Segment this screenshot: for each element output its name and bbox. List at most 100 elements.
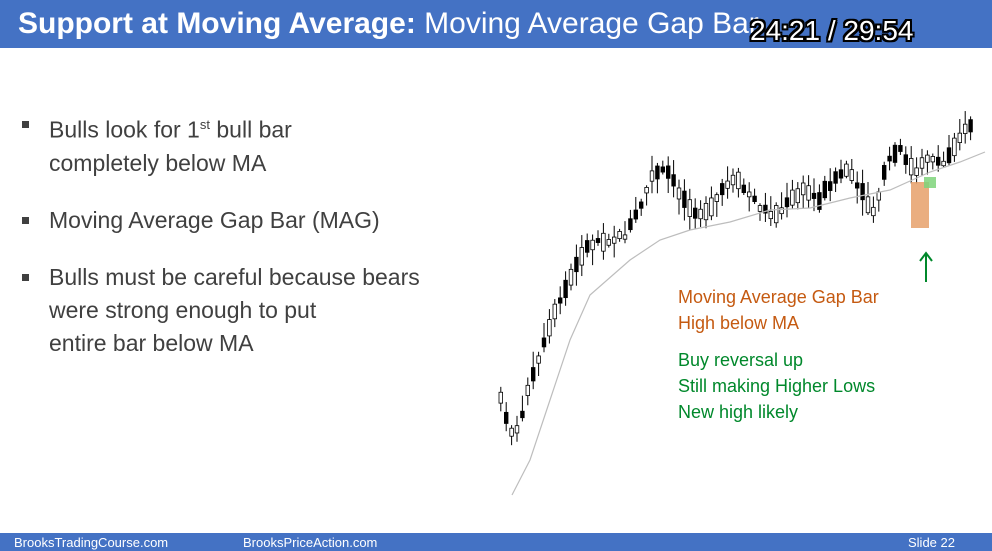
candle-body — [514, 425, 520, 434]
bullet-item-3: Bulls must be careful because bears were… — [20, 261, 480, 360]
annotation-line: Still making Higher Lows — [678, 376, 876, 396]
candle-body — [649, 170, 655, 182]
candle-body — [903, 154, 908, 165]
candle-body — [881, 165, 887, 180]
bullet-text: Moving Average Gap Bar (MAG) — [49, 206, 380, 233]
candle-body — [968, 119, 973, 133]
candle-body — [790, 189, 795, 206]
annotation-line: High below MA — [678, 313, 800, 333]
mag-bar-highlight — [911, 182, 929, 228]
candle-body — [817, 192, 822, 210]
bullet-text: bull bar — [209, 116, 292, 143]
candle-body — [547, 319, 552, 337]
candle-body — [541, 337, 547, 348]
candle-body — [725, 180, 730, 189]
candle-body — [871, 206, 876, 217]
candle-body — [811, 192, 817, 199]
candle-body — [952, 137, 957, 157]
price-chart — [498, 111, 986, 496]
candle-body — [908, 158, 914, 176]
candle-body — [574, 256, 579, 273]
moving-average-line — [511, 151, 986, 496]
candle-body — [687, 199, 692, 217]
candle-body — [644, 187, 649, 194]
slide-title: Support at Moving Average: Moving Averag… — [18, 6, 759, 42]
candle-body — [552, 303, 557, 320]
buy-annotation: Buy reversal up Still making Higher Lows… — [678, 347, 875, 425]
candle-body — [887, 155, 892, 162]
title-bar: Support at Moving Average: Moving Averag… — [0, 0, 992, 48]
candle-body — [660, 166, 665, 173]
bullet-square-icon — [22, 273, 29, 281]
candle-body — [898, 145, 903, 152]
candle-body — [585, 240, 590, 253]
candle-body — [741, 184, 746, 194]
candle-body — [503, 411, 509, 424]
footer-site-1: BrooksTradingCourse.com — [14, 535, 169, 550]
bullet-item-2: Moving Average Gap Bar (MAG) — [20, 204, 480, 237]
candle-body — [531, 367, 536, 382]
candle-body — [628, 218, 633, 231]
footer-bar: BrooksTradingCourse.com BrooksPriceActio… — [0, 533, 992, 551]
candle-body — [579, 247, 584, 266]
candle-body — [833, 171, 838, 184]
candle-body — [714, 194, 719, 202]
bullet-list: Bulls look for 1st bull bar completely b… — [20, 108, 480, 384]
candle-body — [957, 132, 962, 143]
candle-body — [930, 156, 935, 163]
candle-body — [946, 147, 952, 164]
candle-body — [606, 239, 611, 246]
candle-body — [509, 427, 514, 437]
footer-site-2: BrooksPriceAction.com — [243, 535, 378, 550]
candle-body — [638, 201, 644, 209]
candle-body — [525, 384, 530, 396]
candle-body — [612, 236, 617, 244]
candle-body — [838, 169, 844, 179]
bullet-text: Bulls must be careful because bears — [49, 263, 420, 290]
candle-body — [962, 123, 968, 134]
candle-body — [892, 144, 898, 163]
candlestick-group — [498, 111, 973, 446]
candle-body — [633, 209, 638, 220]
candle-body — [919, 157, 925, 169]
candle-body — [752, 195, 757, 202]
candle-body — [757, 205, 763, 212]
bullet-text: entire bar below MA — [49, 329, 254, 356]
candle-body — [865, 196, 871, 214]
candle-body — [736, 171, 741, 190]
slide-title-subtitle: Moving Average Gap Bar — [424, 7, 759, 40]
candle-body — [563, 279, 568, 299]
candle-body — [844, 163, 849, 177]
candle-body — [746, 191, 752, 198]
candle-body — [601, 232, 606, 252]
candle-body — [730, 174, 736, 186]
bullet-superscript: st — [199, 117, 210, 132]
candle-body — [709, 197, 714, 217]
candle-body — [854, 182, 860, 189]
candle-body — [784, 197, 790, 208]
candle-body — [827, 181, 833, 191]
candle-body — [914, 167, 919, 176]
candle-body — [622, 234, 628, 240]
candle-body — [536, 355, 541, 364]
candle-body — [763, 204, 768, 214]
bullet-item-1: Bulls look for 1st bull bar completely b… — [20, 108, 480, 180]
candle-body — [703, 202, 709, 221]
annotation-line: New high likely — [678, 402, 799, 422]
candle-body — [498, 391, 503, 404]
candle-body — [925, 154, 930, 163]
candle-body — [682, 190, 687, 208]
bullet-text: completely below MA — [49, 149, 267, 176]
candle-body — [876, 191, 881, 201]
candle-body — [822, 180, 827, 199]
candle-body — [719, 183, 725, 196]
candle-body — [800, 182, 806, 196]
bullet-text: were strong enough to put — [49, 296, 317, 323]
candle-body — [860, 183, 865, 201]
candle-body — [665, 165, 671, 179]
candle-body — [558, 297, 563, 304]
video-timer: 24:21 / 29:54 — [750, 15, 914, 46]
slide-number: Slide 22 — [908, 535, 955, 550]
candle-body — [941, 160, 946, 167]
candle-body — [806, 185, 811, 201]
